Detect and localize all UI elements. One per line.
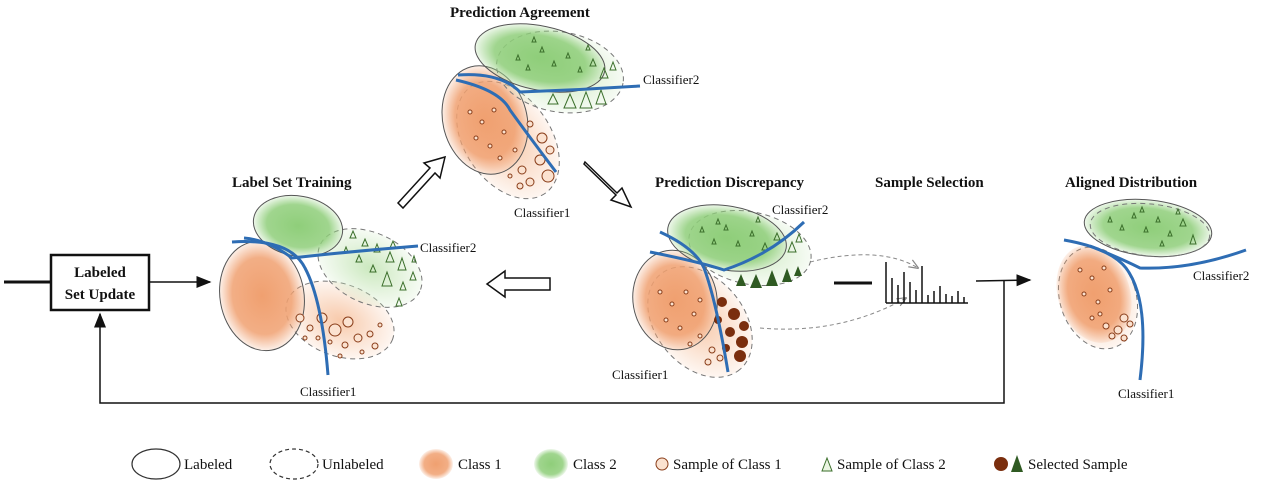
class2-samples xyxy=(1107,205,1197,247)
prediction-agreement-title: Prediction Agreement xyxy=(450,5,590,21)
discrepancy-histogram xyxy=(885,262,968,304)
aligned-distribution-title: Aligned Distribution xyxy=(1065,175,1198,191)
legend-labeled-symbol xyxy=(131,448,181,480)
arrow-back-to-training xyxy=(485,269,551,299)
class1-samples xyxy=(657,289,724,366)
classifier1-label: Classifier1 xyxy=(1118,386,1174,401)
class2-samples xyxy=(343,229,417,307)
selected-class1-samples xyxy=(714,297,749,362)
sample-selection-panel: Sample Selection xyxy=(834,175,1032,304)
legend-unlabeled-symbol xyxy=(269,448,319,480)
hollow-arrows xyxy=(396,155,633,299)
selected-class2-samples xyxy=(736,266,802,288)
prediction-discrepancy-title: Prediction Discrepancy xyxy=(655,175,805,191)
legend-unlabeled-text: Unlabeled xyxy=(322,457,384,473)
classifier2-boundary xyxy=(243,236,419,260)
classifier2-boundary xyxy=(1089,244,1247,270)
arrow-to-agreement xyxy=(396,155,447,210)
legend-class1-text: Class 1 xyxy=(458,457,502,473)
class2-unlabeled-region xyxy=(1089,202,1211,258)
legend-sample-class2-symbol xyxy=(821,456,833,472)
legend-sample-class2-text: Sample of Class 2 xyxy=(837,457,946,473)
label-set-training-panel: Label Set Training Classifier1 Classifie… xyxy=(219,175,476,399)
classifier2-boundary xyxy=(649,220,806,272)
class1-labeled-region xyxy=(632,249,718,351)
class2-labeled-region xyxy=(252,194,344,258)
classifier2-boundary xyxy=(457,73,641,94)
labeled-set-update-box xyxy=(49,253,151,312)
legend-sample-class1-symbol xyxy=(655,457,669,471)
prediction-agreement-panel: Prediction Agreement Classifier1 Classif… xyxy=(441,5,699,220)
classifier2-label: Classifier2 xyxy=(643,72,699,87)
legend-selected-circle-symbol xyxy=(994,457,1008,471)
class1-samples xyxy=(467,107,555,190)
classifier1-label: Classifier1 xyxy=(300,384,356,399)
legend-sample-class1-text: Sample of Class 1 xyxy=(673,457,782,473)
class1-samples xyxy=(1077,265,1134,342)
prediction-discrepancy-panel: Prediction Discrepancy Classifier1 xyxy=(612,175,918,382)
feedback-loop-arrow xyxy=(94,281,1005,404)
legend-labeled-text: Labeled xyxy=(184,457,233,473)
class1-labeled-region xyxy=(441,65,529,175)
legend-class2-symbol xyxy=(534,449,568,479)
classifier2-label: Classifier2 xyxy=(772,202,828,217)
legend-selected-triangle-symbol xyxy=(1011,455,1023,472)
arrow-to-discrepancy xyxy=(583,160,633,209)
sample-selection-title: Sample Selection xyxy=(875,175,984,191)
classifier2-label: Classifier2 xyxy=(1193,268,1249,283)
selection-arrow-class1 xyxy=(759,298,906,330)
labeled-set-update-line1: Labeled xyxy=(74,265,126,281)
class1-labeled-region xyxy=(1056,245,1132,343)
class2-samples xyxy=(699,215,803,253)
classifier2-label: Classifier2 xyxy=(420,240,476,255)
selection-arrow-class2 xyxy=(809,254,918,268)
classifier1-label: Classifier1 xyxy=(612,367,668,382)
legend: Labeled Unlabeled Class 1 Class 2 Sample… xyxy=(131,448,1128,480)
labeled-set-update-loop: Labeled Set Update xyxy=(4,253,1005,404)
class2-labeled-region xyxy=(474,23,606,93)
aligned-distribution-panel: Aligned Distribution Classifier1 Classif… xyxy=(1056,175,1249,401)
classifier1-boundary xyxy=(659,230,730,373)
label-set-training-title: Label Set Training xyxy=(232,175,352,191)
labeled-set-update-line2: Set Update xyxy=(65,287,136,303)
classifier1-boundary xyxy=(455,78,558,173)
class2-samples xyxy=(515,35,617,109)
legend-class1-symbol xyxy=(419,449,453,479)
arrow-to-aligned xyxy=(975,274,1032,287)
legend-selected-text: Selected Sample xyxy=(1028,457,1128,473)
legend-class2-text: Class 2 xyxy=(573,457,617,473)
classifier1-label: Classifier1 xyxy=(514,205,570,220)
